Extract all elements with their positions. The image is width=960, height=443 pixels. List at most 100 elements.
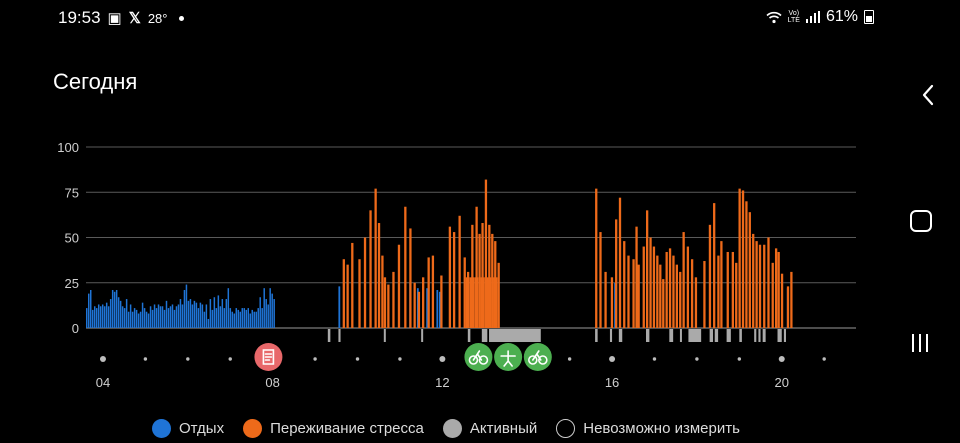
legend-swatch-unmeasurable	[556, 419, 576, 438]
status-temperature: 28°	[147, 10, 168, 26]
stress-bar	[649, 237, 652, 328]
rest-bar	[171, 304, 174, 328]
active-segment	[709, 329, 714, 342]
stress-bar	[672, 255, 675, 328]
stress-bar	[738, 188, 741, 328]
rest-bar	[109, 299, 112, 328]
active-segment	[754, 329, 757, 342]
rest-bar	[155, 308, 158, 328]
rest-bar	[231, 311, 234, 328]
stress-bar	[413, 282, 416, 328]
stress-bar	[752, 233, 755, 328]
stress-bar	[346, 264, 349, 328]
y-tick-label: 0	[72, 321, 79, 336]
rest-bar	[269, 288, 271, 328]
stress-bar	[694, 277, 698, 328]
hour-dot	[143, 357, 148, 361]
rest-bar	[338, 286, 341, 328]
stress-bar	[484, 179, 488, 328]
rest-bar	[147, 313, 150, 328]
rest-bar	[107, 306, 110, 328]
stress-bar	[480, 277, 483, 328]
stress-bar	[472, 277, 475, 328]
cycling-icon[interactable]	[523, 343, 552, 371]
y-tick-label: 50	[65, 231, 79, 246]
stress-bar	[635, 226, 638, 328]
stress-bar	[662, 279, 665, 328]
rest-bar	[121, 306, 124, 328]
stress-bar	[615, 219, 618, 328]
stress-bar	[703, 261, 706, 328]
stress-bar	[777, 251, 780, 328]
rest-bar	[426, 288, 429, 328]
active-segment	[679, 329, 682, 342]
active-segment	[383, 329, 386, 342]
rest-bar	[163, 309, 166, 328]
status-left: 19:53 ▣ 𝕏 28°	[58, 8, 184, 28]
gallery-icon: ▣	[107, 9, 122, 27]
rest-bar	[129, 304, 132, 328]
rest-bar	[219, 306, 222, 328]
stress-bar	[758, 244, 762, 328]
legend-swatch-rest	[152, 419, 171, 438]
rest-bar	[233, 313, 236, 328]
hour-dot	[398, 357, 402, 361]
status-time: 19:53	[58, 8, 101, 27]
rest-bar	[119, 300, 122, 328]
rest-bar	[179, 299, 182, 328]
stress-bar	[690, 259, 694, 328]
rest-bar	[217, 295, 220, 328]
rest-bar	[438, 291, 441, 328]
home-icon[interactable]	[910, 210, 932, 232]
active-segment	[688, 329, 702, 342]
rest-bar	[193, 300, 196, 328]
rest-bar	[105, 302, 108, 328]
rest-bar	[241, 308, 244, 328]
legend-swatch-stress	[243, 419, 263, 438]
x-tick-label: 20	[775, 375, 789, 390]
x-app-icon: 𝕏	[128, 9, 141, 27]
stress-bar	[745, 201, 748, 328]
stress-bar	[440, 275, 443, 328]
rest-bar	[87, 293, 90, 328]
signal-icon	[805, 11, 820, 23]
hour-dot	[567, 357, 572, 361]
rest-bar	[229, 308, 232, 328]
rest-bar	[185, 284, 188, 328]
rest-bar	[271, 293, 273, 328]
stress-bar	[665, 251, 668, 328]
rest-bar	[253, 311, 255, 328]
rest-bar	[261, 308, 263, 328]
stress-bar	[452, 232, 456, 328]
back-icon[interactable]	[918, 80, 938, 110]
battery-icon	[864, 10, 874, 24]
stress-bar	[476, 277, 479, 328]
stress-bar	[486, 277, 489, 328]
stress-bar	[618, 197, 622, 328]
active-segment	[618, 329, 623, 342]
rest-bar	[181, 304, 184, 328]
cycling-icon[interactable]	[464, 343, 493, 371]
legend-item-active: Активный	[442, 419, 537, 438]
medical-record-icon[interactable]	[254, 343, 283, 371]
stress-bar	[627, 255, 630, 328]
rest-bar	[201, 304, 204, 328]
stress-bar	[774, 248, 778, 328]
rest-bar	[183, 289, 186, 328]
rest-bar	[99, 306, 102, 328]
hour-dot	[355, 357, 360, 361]
stress-bar	[682, 232, 685, 328]
legend-label-stress: Переживание стресса	[270, 420, 424, 437]
stress-bar	[381, 255, 384, 328]
active-segment	[421, 329, 424, 342]
stress-bar	[652, 246, 656, 328]
rest-bar	[111, 289, 114, 328]
stress-bar	[780, 273, 784, 328]
rest-bar	[203, 311, 206, 328]
recent-apps-icon[interactable]	[912, 334, 928, 352]
stress-bar	[741, 190, 745, 328]
active-segment	[338, 329, 341, 342]
workout-icon[interactable]	[494, 343, 523, 371]
rest-bar	[153, 304, 156, 328]
stress-bar	[351, 242, 354, 328]
